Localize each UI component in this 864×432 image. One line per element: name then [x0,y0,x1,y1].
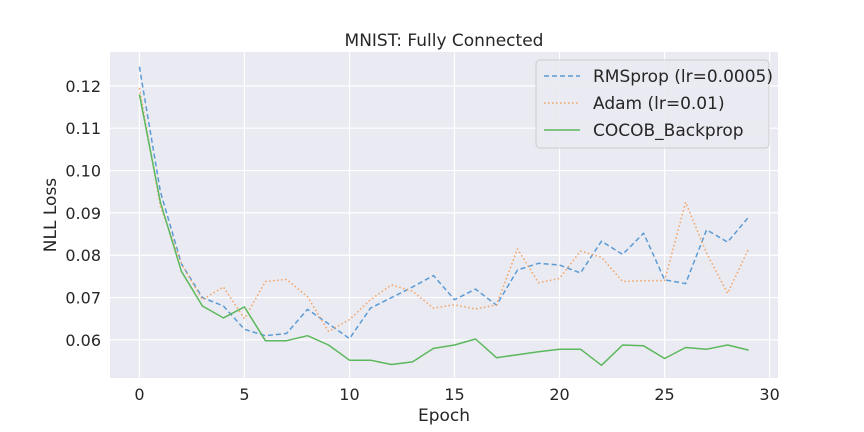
y-tick-label: 0.08 [65,246,101,265]
y-ticks: 0.06 0.07 0.08 0.09 0.10 0.11 0.12 [65,77,101,350]
y-tick-label: 0.07 [65,289,101,308]
x-tick-label: 30 [759,385,779,404]
legend-label-rmsprop: RMSprop (lr=0.0005) [593,67,773,87]
y-tick-label: 0.11 [65,119,101,138]
y-tick-label: 0.09 [65,204,101,223]
legend-label-adam: Adam (lr=0.01) [593,94,725,114]
y-tick-label: 0.12 [65,77,101,96]
x-tick-label: 10 [339,385,359,404]
x-tick-label: 15 [444,385,464,404]
x-tick-label: 20 [549,385,569,404]
x-axis-title: Epoch [418,406,470,426]
series-line-0 [138,66,750,340]
y-tick-label: 0.10 [65,162,101,181]
x-tick-label: 5 [239,385,249,404]
series-lines [138,66,750,367]
x-tick-label: 0 [134,385,144,404]
chart-title: MNIST: Fully Connected [345,31,544,51]
x-ticks: 0 5 10 15 20 25 30 [134,385,779,404]
y-axis-title: NLL Loss [41,178,61,252]
legend: RMSprop (lr=0.0005) Adam (lr=0.01) COCOB… [535,59,773,149]
series-line-2 [138,94,749,367]
legend-label-cocob: COCOB_Backprop [593,121,744,141]
x-tick-label: 25 [654,385,674,404]
legend-box [535,59,770,149]
y-tick-label: 0.06 [65,331,101,350]
